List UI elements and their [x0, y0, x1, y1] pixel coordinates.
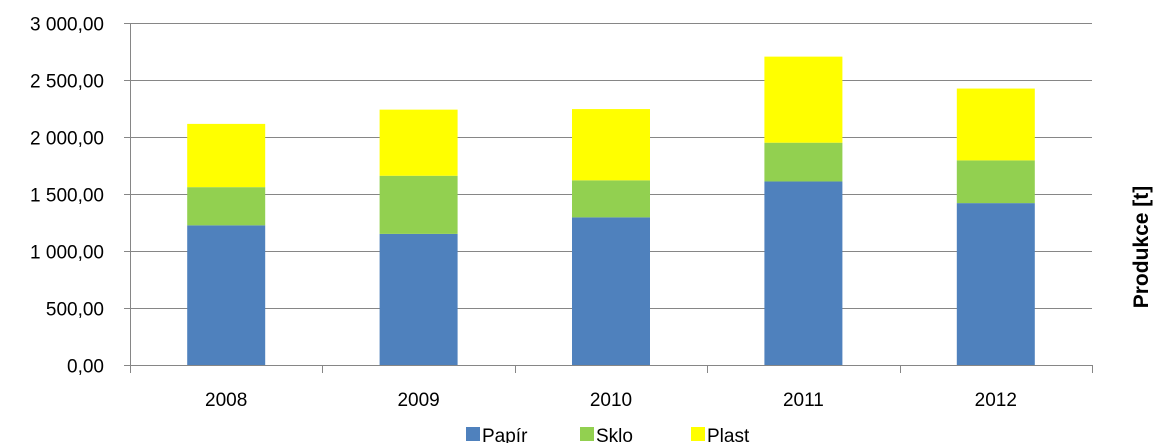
- legend-label: Plast: [707, 426, 750, 443]
- x-tick-label: 2010: [590, 390, 632, 411]
- legend-swatch-papír: [466, 427, 480, 441]
- legend-label: Papír: [482, 426, 528, 443]
- legend-swatch-sklo: [580, 427, 594, 441]
- bar-segment-papír-2011: [764, 181, 843, 365]
- x-tick-labels: 2008 2009 2010 2011 2012: [205, 390, 1017, 411]
- bar-segment-sklo-2011: [764, 142, 843, 182]
- legend-swatch-plast: [691, 427, 705, 441]
- bar-segment-papír-2009: [379, 233, 458, 365]
- bar-segment-sklo-2012: [956, 160, 1035, 204]
- y-tick-label: 0,00: [67, 357, 104, 378]
- y-tick-label: 1 000,00: [30, 243, 104, 264]
- bar-segment-plast-2012: [956, 88, 1035, 161]
- x-tick-label: 2011: [783, 390, 824, 411]
- y-tick-label: 2 000,00: [30, 129, 104, 150]
- bar-segment-sklo-2010: [572, 180, 650, 218]
- y-tick-label: 1 500,00: [30, 186, 104, 207]
- axes: [124, 23, 1093, 373]
- legend-label: Sklo: [596, 426, 633, 443]
- bar-segment-sklo-2008: [187, 187, 266, 226]
- bar-segment-plast-2009: [379, 109, 458, 176]
- y-tick-label: 3 000,00: [30, 15, 104, 36]
- bar-segment-papír-2012: [956, 203, 1035, 365]
- bar-segment-papír-2010: [572, 217, 650, 365]
- bar-segment-papír-2008: [187, 225, 266, 365]
- y-axis-label: Produkce [t]: [1130, 186, 1153, 309]
- y-tick-label: 500,00: [46, 300, 104, 321]
- x-tick-label: 2009: [397, 390, 439, 411]
- y-tick-label: 2 500,00: [30, 72, 104, 93]
- x-tick-label: 2012: [975, 390, 1017, 411]
- bar-segment-plast-2010: [572, 109, 650, 181]
- legend: Papír Sklo Plast: [466, 426, 750, 443]
- y-tick-labels: 0,00 500,00 1 000,00 1 500,00 2 000,00 2 500,…: [30, 15, 104, 378]
- bars: [187, 56, 1035, 365]
- x-tick-label: 2008: [205, 390, 247, 411]
- bar-segment-plast-2011: [764, 56, 843, 143]
- bar-segment-plast-2008: [187, 123, 266, 188]
- bar-segment-sklo-2009: [379, 175, 458, 234]
